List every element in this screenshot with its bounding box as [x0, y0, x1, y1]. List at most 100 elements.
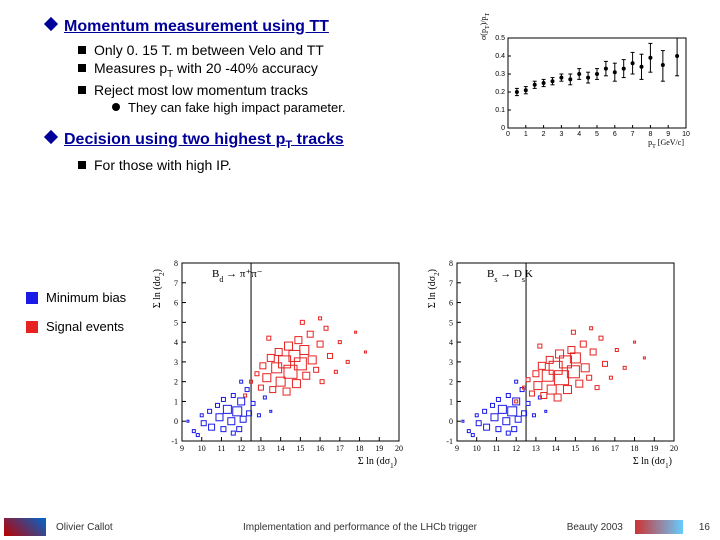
svg-text:19: 19 — [650, 444, 658, 453]
svg-text:8: 8 — [449, 259, 453, 268]
svg-text:11: 11 — [218, 444, 226, 453]
footer-conf: Beauty 2003 — [567, 522, 623, 533]
svg-text:13: 13 — [257, 444, 265, 453]
legend-swatch-minbias — [26, 292, 38, 304]
footer-pagenum: 16 — [699, 522, 710, 533]
bullet-text: Measures p — [94, 60, 167, 76]
svg-text:Σ ln (dσ2): Σ ln (dσ2) — [152, 269, 166, 308]
svg-text:9: 9 — [180, 444, 184, 453]
bullet-text: For those with high IP. — [94, 157, 231, 173]
svg-text:6: 6 — [613, 131, 617, 138]
svg-text:16: 16 — [316, 444, 324, 453]
svg-text:13: 13 — [532, 444, 540, 453]
svg-text:7: 7 — [174, 279, 178, 288]
svg-text:20: 20 — [395, 444, 403, 453]
svg-text:10: 10 — [473, 444, 481, 453]
square-bullet-icon — [78, 161, 86, 169]
svg-text:9: 9 — [455, 444, 459, 453]
footer: Olivier Callot Implementation and perfor… — [0, 516, 720, 538]
dot-bullet-icon — [112, 103, 120, 111]
svg-text:3: 3 — [559, 131, 563, 138]
svg-text:7: 7 — [449, 279, 453, 288]
svg-text:4: 4 — [577, 131, 581, 138]
svg-text:2: 2 — [174, 378, 178, 387]
svg-text:17: 17 — [611, 444, 619, 453]
bullet-text: Reject most low momentum tracks — [94, 82, 308, 98]
svg-text:16: 16 — [591, 444, 599, 453]
svg-text:Σ ln (dσ1): Σ ln (dσ1) — [633, 456, 672, 470]
svg-text:8: 8 — [174, 259, 178, 268]
svg-text:-1: -1 — [446, 437, 453, 446]
heading-text: Momentum measurement using TT — [64, 18, 329, 35]
svg-text:1: 1 — [174, 397, 178, 406]
bullet-text: They can fake high impact parameter. — [128, 100, 346, 115]
bullet-text: with 20 -40% accuracy — [173, 60, 318, 76]
svg-text:20: 20 — [670, 444, 678, 453]
svg-text:σ(pT)/pT: σ(pT)/pT — [479, 12, 491, 40]
svg-text:0.4: 0.4 — [495, 53, 505, 60]
svg-text:7: 7 — [631, 131, 635, 138]
svg-text:14: 14 — [552, 444, 560, 453]
logo-lhcb-icon — [4, 518, 46, 536]
legend: Minimum bias Signal events — [26, 290, 126, 348]
footer-author: Olivier Callot — [56, 522, 113, 533]
svg-text:8: 8 — [648, 131, 652, 138]
svg-text:3: 3 — [449, 358, 453, 367]
svg-text:10: 10 — [682, 131, 690, 138]
legend-label: Signal events — [46, 319, 124, 334]
svg-text:5: 5 — [174, 318, 178, 327]
svg-text:2: 2 — [542, 131, 546, 138]
svg-text:0: 0 — [174, 417, 178, 426]
svg-text:4: 4 — [449, 338, 453, 347]
square-bullet-icon — [78, 86, 86, 94]
svg-text:1: 1 — [524, 131, 528, 138]
scatter-plot-bdpipi: 91011121314151617181920-1012345678Σ ln (… — [150, 255, 405, 465]
svg-text:0: 0 — [506, 131, 510, 138]
resolution-chart: 01234567891000.10.20.30.40.5pT [GeV/c]σ(… — [480, 34, 690, 146]
svg-text:15: 15 — [571, 444, 579, 453]
svg-text:2: 2 — [449, 378, 453, 387]
svg-text:Σ ln (dσ2): Σ ln (dσ2) — [427, 269, 441, 308]
svg-text:9: 9 — [666, 131, 670, 138]
footer-right: Beauty 2003 16 — [567, 520, 710, 534]
svg-text:0.3: 0.3 — [495, 71, 505, 78]
square-bullet-icon — [78, 64, 86, 72]
svg-text:-1: -1 — [171, 437, 178, 446]
legend-signal: Signal events — [26, 319, 126, 334]
svg-text:0.2: 0.2 — [495, 89, 505, 96]
svg-text:11: 11 — [493, 444, 501, 453]
svg-text:5: 5 — [595, 131, 599, 138]
bullet-text: Only 0. 15 T. m between Velo and TT — [94, 42, 324, 58]
diamond-bullet-icon — [44, 17, 58, 31]
square-bullet-icon — [78, 46, 86, 54]
footer-title: Implementation and performance of the LH… — [243, 522, 477, 533]
logo-lal-icon — [635, 520, 683, 534]
scatter-plot-bsdsk: 91011121314151617181920-1012345678Σ ln (… — [425, 255, 680, 465]
legend-minbias: Minimum bias — [26, 290, 126, 305]
svg-text:10: 10 — [198, 444, 206, 453]
svg-text:Σ ln (dσ1): Σ ln (dσ1) — [358, 456, 397, 470]
svg-text:17: 17 — [336, 444, 344, 453]
svg-text:0.5: 0.5 — [495, 35, 505, 42]
svg-text:6: 6 — [174, 299, 178, 308]
svg-text:1: 1 — [449, 397, 453, 406]
svg-text:5: 5 — [449, 318, 453, 327]
svg-text:3: 3 — [174, 358, 178, 367]
svg-text:4: 4 — [174, 338, 178, 347]
svg-text:0: 0 — [449, 417, 453, 426]
svg-text:14: 14 — [277, 444, 285, 453]
svg-text:12: 12 — [512, 444, 520, 453]
heading-text: Decision using two highest p — [64, 131, 285, 148]
legend-swatch-signal — [26, 321, 38, 333]
svg-text:12: 12 — [237, 444, 245, 453]
bullet-high-ip: For those with high IP. — [78, 157, 696, 173]
scatter-area: 91011121314151617181920-1012345678Σ ln (… — [150, 255, 690, 473]
svg-text:6: 6 — [449, 299, 453, 308]
svg-text:18: 18 — [356, 444, 364, 453]
svg-text:15: 15 — [296, 444, 304, 453]
svg-text:0.1: 0.1 — [495, 107, 505, 114]
legend-label: Minimum bias — [46, 290, 126, 305]
diamond-bullet-icon — [44, 130, 58, 144]
svg-text:0: 0 — [501, 125, 505, 132]
svg-text:18: 18 — [631, 444, 639, 453]
